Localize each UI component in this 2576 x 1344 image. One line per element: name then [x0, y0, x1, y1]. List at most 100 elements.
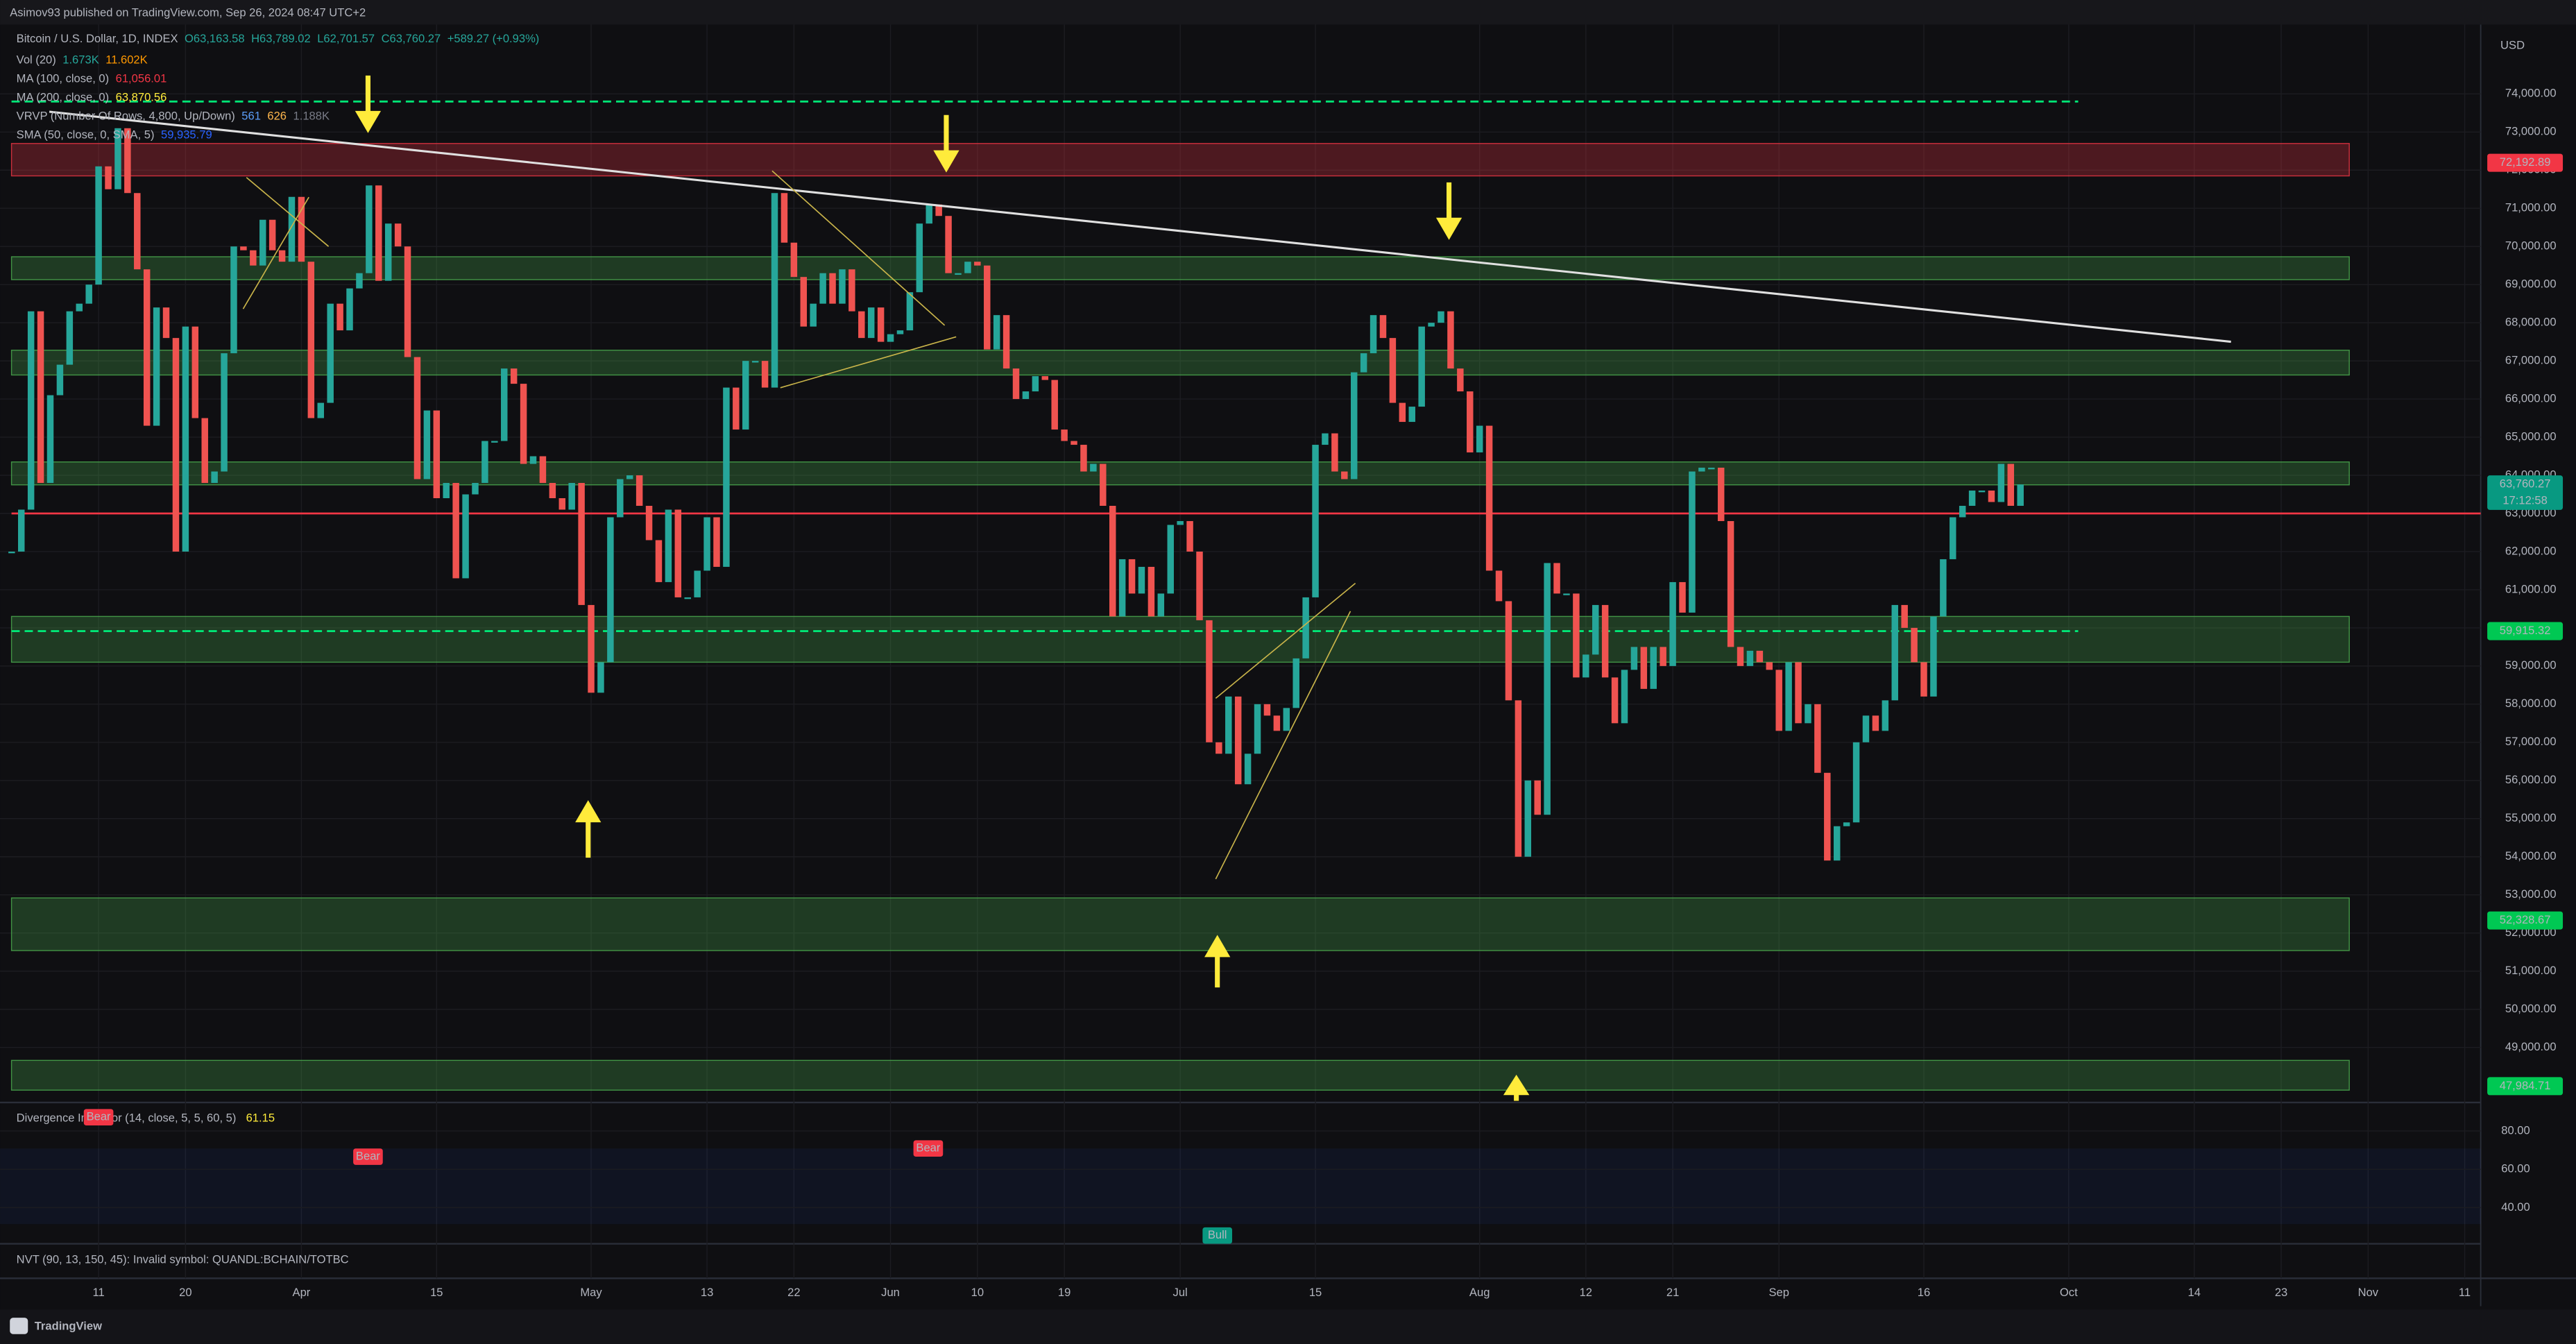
candle-body — [819, 273, 826, 304]
drawn-line — [1215, 582, 1356, 699]
price-tag — [2487, 153, 2564, 172]
candle-body — [491, 441, 498, 443]
candle-body — [1756, 650, 1764, 663]
candle-body — [617, 479, 624, 518]
candle-body — [549, 483, 556, 499]
candle-body — [114, 128, 121, 189]
candle-body — [46, 395, 54, 484]
indicator-value: 1.188K — [293, 110, 330, 123]
x-tick-label: 10 — [971, 1286, 984, 1299]
candle-body — [1080, 445, 1087, 472]
y-tick-label: 68,000.00 — [2505, 316, 2557, 329]
candle-body — [336, 303, 343, 331]
candle-body — [1312, 445, 1319, 597]
candle-body — [1457, 368, 1464, 392]
candle-body — [366, 185, 373, 273]
candle-body — [558, 498, 566, 510]
x-tick-label: 15 — [430, 1286, 443, 1299]
x-tick-label: 21 — [1666, 1286, 1679, 1299]
legend-indicator: VRVP (Number Of Rows, 4,800, Up/Down) 561… — [17, 110, 330, 123]
arrow-group — [355, 75, 1530, 1101]
candle-body — [510, 368, 518, 384]
candle-body — [288, 196, 296, 262]
x-tick-label: 14 — [2188, 1286, 2201, 1299]
candle-body — [201, 418, 208, 484]
candle-body — [1379, 315, 1387, 339]
candle-body — [1988, 491, 1995, 502]
legend-indicator: MA (100, close, 0) 61,056.01 — [17, 72, 167, 85]
price-tag — [2487, 911, 2564, 930]
y-tick-label: 50,000.00 — [2505, 1002, 2557, 1015]
indicator-value: 11.602K — [105, 53, 147, 67]
indicator-value: 59,935.79 — [161, 128, 212, 142]
candle-body — [1022, 391, 1030, 400]
candle-body — [713, 517, 720, 567]
candle-body — [636, 475, 643, 506]
x-tick-label: May — [580, 1286, 602, 1299]
legend-indicator: MA (200, close, 0) 63,870.56 — [17, 91, 167, 104]
candle-body — [1186, 520, 1193, 552]
candle-body — [27, 311, 35, 510]
candle-body — [1930, 616, 1937, 697]
candle-body — [153, 307, 160, 426]
candle-body — [597, 662, 604, 693]
candle-body — [1785, 662, 1792, 731]
x-tick-label: 11 — [93, 1286, 105, 1299]
candle-body — [1901, 604, 1908, 628]
drawn-line — [771, 170, 946, 326]
signal-label: Bear — [356, 1149, 380, 1162]
candle-body — [1920, 662, 1927, 697]
drawn-line — [1215, 611, 1351, 880]
candle-body — [1350, 372, 1358, 479]
candle-body — [143, 269, 151, 426]
signal-label: Bear — [87, 1110, 111, 1123]
candle-body — [307, 262, 315, 418]
candle-body — [1862, 715, 1870, 742]
candle-body — [761, 361, 769, 388]
candle-body — [1524, 780, 1532, 857]
candle-body — [1428, 323, 1435, 327]
legend-indicator: SMA (50, close, 0, SMA, 5) 59,935.79 — [17, 128, 212, 142]
candle-body — [37, 311, 44, 484]
header-title: Asimov93 published on TradingView.com, S… — [10, 6, 366, 19]
candle-body — [674, 509, 682, 597]
legend-symbol: Bitcoin / U.S. Dollar, 1D, INDEX O63,163.… — [17, 32, 540, 45]
candle-body — [298, 196, 305, 262]
candle-body — [1206, 620, 1213, 742]
candle-body — [394, 223, 402, 247]
signal-badge — [353, 1148, 383, 1165]
down-arrow-head — [355, 110, 382, 133]
candle-body — [346, 288, 353, 331]
candle-body — [404, 246, 411, 357]
candle-body — [771, 193, 778, 388]
candle-body — [742, 361, 749, 430]
candle-body — [1814, 704, 1821, 773]
price-tag-label: 59,915.32 — [2500, 624, 2551, 637]
candle-body — [56, 364, 64, 395]
x-tick-label: Apr — [293, 1286, 311, 1299]
up-arrow-head — [1204, 935, 1231, 958]
candle-body — [955, 273, 962, 275]
trend-line — [49, 110, 2231, 343]
candle-body — [105, 166, 112, 189]
candle-body — [1997, 463, 2005, 502]
candle-body — [781, 193, 788, 243]
signal-badge — [1202, 1227, 1232, 1244]
zone — [10, 461, 2350, 486]
candle-body — [76, 303, 83, 312]
indicator-value: 1.673K — [62, 53, 99, 67]
candle-body — [665, 509, 672, 582]
candle-body — [1032, 376, 1039, 392]
candle-body — [85, 284, 92, 304]
candle-body — [375, 185, 382, 281]
up-arrow-head — [575, 800, 602, 823]
x-tick-label: 13 — [701, 1286, 713, 1299]
candle-body — [1438, 311, 1444, 323]
x-tick-label: 19 — [1058, 1286, 1071, 1299]
y-tick-label: 51,000.00 — [2505, 964, 2557, 977]
y-tick-label: 54,000.00 — [2505, 849, 2557, 862]
candle-body — [268, 219, 276, 250]
candle-body — [751, 361, 759, 363]
candle-body — [1071, 441, 1077, 445]
